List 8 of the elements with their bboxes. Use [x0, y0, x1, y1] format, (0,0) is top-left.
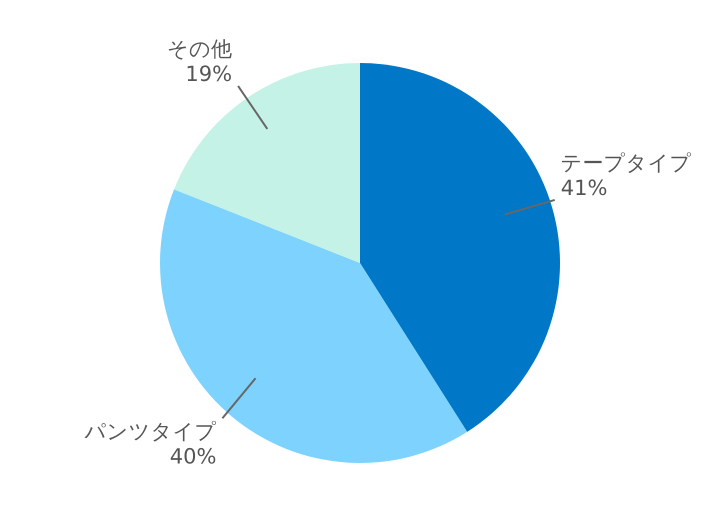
- data-label: 19%: [185, 62, 232, 86]
- slice-label: パンツタイプ: [83, 419, 216, 444]
- pie-slice: [174, 63, 360, 263]
- slice-label: その他: [167, 36, 232, 61]
- data-label: 40%: [170, 444, 216, 468]
- pie-slice: [360, 63, 560, 432]
- slice-label: テープタイプ: [560, 150, 692, 175]
- data-label: 41%: [560, 176, 608, 200]
